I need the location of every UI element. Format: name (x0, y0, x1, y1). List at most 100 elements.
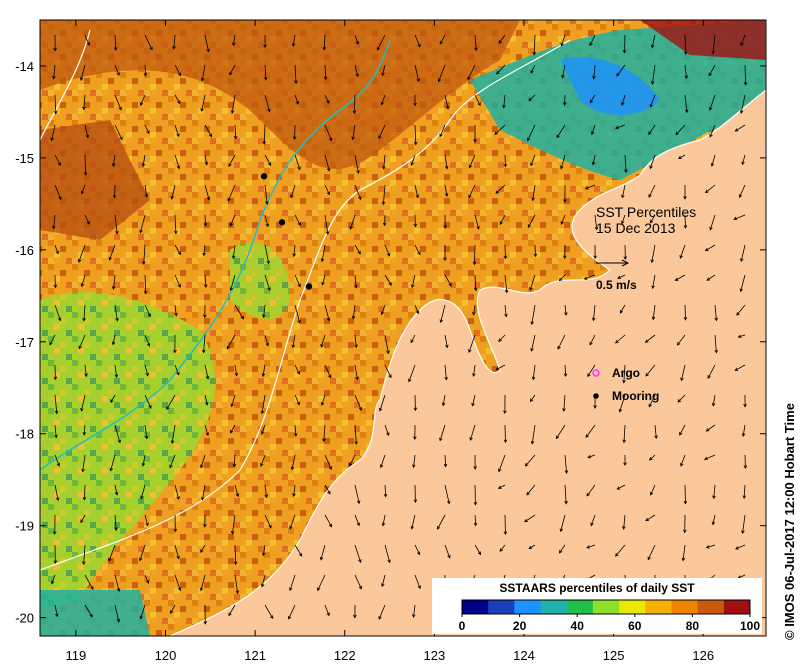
current-vector-head (503, 255, 508, 260)
current-vector (648, 394, 656, 407)
current-vector (84, 364, 87, 377)
current-vector-head (229, 71, 233, 76)
current-vector (652, 304, 656, 320)
current-vector (139, 544, 146, 561)
current-vector (114, 304, 118, 321)
current-vector (288, 604, 296, 620)
current-vector (174, 274, 181, 288)
current-vector-head (326, 191, 331, 196)
current-vector-head (226, 345, 231, 350)
current-vector-head (529, 398, 534, 403)
current-vector (233, 454, 236, 467)
current-vector (530, 64, 536, 74)
current-vector-head (413, 499, 418, 504)
current-vector (414, 244, 421, 255)
current-vector-head (358, 196, 362, 201)
current-vector-head (170, 440, 175, 444)
current-vector-head (621, 101, 625, 106)
current-vector (593, 64, 596, 79)
current-vector-head (382, 165, 386, 170)
current-vector (234, 124, 237, 139)
current-vector-head (741, 161, 745, 166)
current-vector (78, 244, 86, 263)
current-vector-head (173, 349, 177, 354)
current-vector (166, 394, 176, 410)
current-vector (498, 454, 506, 472)
current-vector-head (681, 557, 686, 562)
current-vector (324, 94, 330, 104)
current-vector-head (111, 286, 116, 290)
colorbar-tick-label: 20 (513, 619, 527, 633)
current-vector (414, 544, 421, 555)
current-vector (384, 244, 390, 257)
current-vector-head (558, 549, 563, 554)
current-vector (589, 34, 596, 46)
current-vector-head (109, 467, 113, 472)
current-vector (384, 274, 392, 286)
current-vector (264, 214, 269, 227)
current-vector (380, 454, 386, 468)
current-vector-head (648, 403, 652, 408)
current-vector-head (468, 349, 472, 353)
current-vector (499, 214, 506, 225)
current-vector (615, 544, 626, 557)
current-vector-head (230, 110, 235, 114)
current-vector (527, 214, 536, 228)
current-vector (684, 94, 688, 113)
current-vector-head (443, 463, 448, 468)
current-vector (204, 34, 210, 52)
current-vector (650, 94, 656, 108)
current-vector-head (589, 99, 594, 104)
current-vector-head (326, 99, 330, 104)
current-vector-head (378, 407, 383, 412)
current-vector-head (289, 587, 293, 592)
current-vector-head (736, 312, 740, 316)
current-vector-head (445, 344, 449, 349)
x-tick-label: 123 (424, 648, 446, 663)
current-vector (263, 124, 266, 145)
current-vector (444, 154, 448, 169)
x-tick-label: 122 (334, 648, 356, 663)
current-vector-head (650, 259, 654, 264)
current-vector-head (328, 523, 333, 528)
current-vector-head (77, 259, 82, 263)
current-vector (174, 244, 181, 255)
current-vector (54, 94, 57, 114)
y-tick-label: -15 (15, 151, 34, 166)
credit-text: © IMOS 06-Jul-2017 12:00 Hobart Time (782, 403, 797, 640)
current-vector-head (50, 580, 55, 585)
current-vector (200, 544, 206, 553)
current-vector (264, 514, 272, 529)
current-vector (677, 334, 686, 346)
current-vector (354, 544, 362, 563)
current-vector (292, 334, 296, 348)
current-vector (413, 604, 416, 618)
current-vector (228, 154, 236, 167)
current-vector (324, 154, 330, 171)
current-vector (291, 454, 296, 470)
current-vector-head (57, 162, 61, 167)
current-vector (709, 214, 716, 230)
current-vector (474, 544, 482, 555)
current-vector (556, 124, 566, 138)
colorbar (461, 599, 751, 615)
current-vector (261, 424, 266, 435)
current-vector (323, 34, 326, 50)
current-vector (114, 364, 118, 378)
current-vector-head (233, 561, 238, 566)
current-vector-head (704, 247, 709, 252)
current-vector-head (80, 283, 85, 288)
current-vector-head (200, 108, 204, 112)
current-vector-head (733, 216, 738, 221)
current-vector (564, 454, 567, 474)
current-vector-head (353, 614, 357, 619)
current-vector (204, 394, 208, 405)
current-vector (414, 304, 419, 314)
current-vector (108, 544, 116, 562)
current-vector (324, 214, 329, 235)
current-vector (494, 124, 506, 135)
current-vector-head (206, 196, 211, 201)
current-vector-head (530, 321, 534, 326)
current-vector (503, 94, 506, 108)
current-vector-head (443, 257, 447, 262)
